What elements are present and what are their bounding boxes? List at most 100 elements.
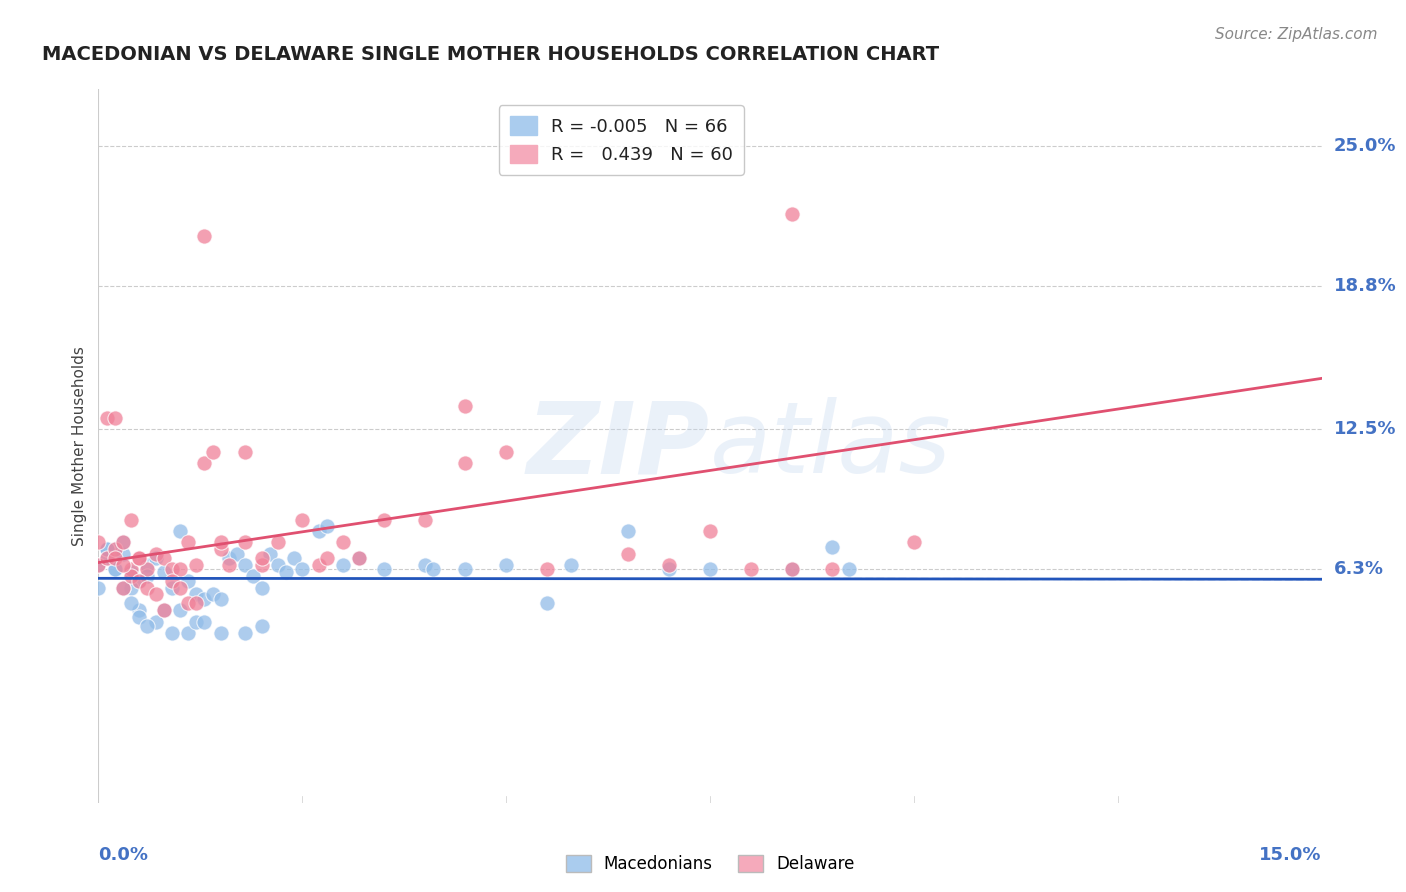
Point [233, 535, 256, 549]
Point [169, 524, 191, 538]
Point [413, 513, 436, 527]
Point [136, 562, 159, 576]
Point [87, 535, 110, 549]
Point [152, 565, 174, 579]
Legend: Macedonians, Delaware: Macedonians, Delaware [558, 848, 862, 880]
Point [120, 562, 142, 576]
Point [658, 558, 681, 572]
Point [104, 542, 127, 557]
Point [209, 591, 232, 606]
Point [120, 569, 142, 583]
Point [250, 619, 273, 633]
Point [821, 540, 844, 554]
Point [111, 581, 134, 595]
Point [177, 597, 200, 611]
Point [454, 456, 477, 470]
Point [128, 603, 150, 617]
Point [186, 558, 208, 572]
Point [209, 626, 232, 640]
Point [821, 562, 844, 576]
Point [226, 547, 249, 561]
Point [120, 597, 142, 611]
Point [740, 562, 762, 576]
Point [373, 562, 395, 576]
Point [283, 551, 305, 566]
Point [454, 562, 477, 576]
Point [209, 542, 232, 557]
Point [111, 547, 134, 561]
Point [136, 569, 159, 583]
Point [536, 597, 558, 611]
Point [780, 562, 803, 576]
Point [186, 597, 208, 611]
Point [145, 547, 167, 561]
Text: 18.8%: 18.8% [1334, 277, 1396, 295]
Point [136, 581, 159, 595]
Text: 6.3%: 6.3% [1334, 560, 1384, 579]
Point [617, 524, 640, 538]
Point [160, 581, 183, 595]
Point [96, 551, 118, 566]
Point [267, 558, 290, 572]
Point [218, 551, 240, 566]
Point [104, 562, 127, 576]
Point [658, 562, 681, 576]
Point [87, 558, 110, 572]
Point [87, 558, 110, 572]
Point [332, 535, 354, 549]
Point [250, 558, 273, 572]
Point [250, 581, 273, 595]
Point [332, 558, 354, 572]
Point [169, 603, 191, 617]
Point [186, 615, 208, 629]
Point [193, 456, 215, 470]
Point [495, 558, 517, 572]
Point [111, 535, 134, 549]
Point [699, 562, 721, 576]
Point [104, 542, 127, 557]
Point [699, 524, 721, 538]
Text: 12.5%: 12.5% [1334, 420, 1396, 438]
Point [536, 562, 558, 576]
Point [128, 574, 150, 588]
Point [617, 547, 640, 561]
Point [274, 565, 297, 579]
Point [186, 587, 208, 601]
Point [242, 569, 264, 583]
Point [136, 558, 159, 572]
Point [160, 574, 183, 588]
Point [193, 229, 215, 244]
Point [177, 574, 200, 588]
Point [233, 444, 256, 458]
Point [233, 558, 256, 572]
Point [291, 562, 314, 576]
Y-axis label: Single Mother Households: Single Mother Households [72, 346, 87, 546]
Point [201, 444, 224, 458]
Point [152, 551, 174, 566]
Point [136, 619, 159, 633]
Point [96, 410, 118, 425]
Point [780, 562, 803, 576]
Point [120, 565, 142, 579]
Point [145, 587, 167, 601]
Point [218, 558, 240, 572]
Point [560, 558, 582, 572]
Point [111, 535, 134, 549]
Point [87, 581, 110, 595]
Point [454, 400, 477, 414]
Point [96, 542, 118, 557]
Point [373, 513, 395, 527]
Point [903, 535, 925, 549]
Point [315, 551, 337, 566]
Point [152, 603, 174, 617]
Point [169, 581, 191, 595]
Point [193, 591, 215, 606]
Point [145, 615, 167, 629]
Point [152, 603, 174, 617]
Point [209, 535, 232, 549]
Point [169, 562, 191, 576]
Point [259, 547, 281, 561]
Point [128, 551, 150, 566]
Point [349, 551, 371, 566]
Text: atlas: atlas [710, 398, 952, 494]
